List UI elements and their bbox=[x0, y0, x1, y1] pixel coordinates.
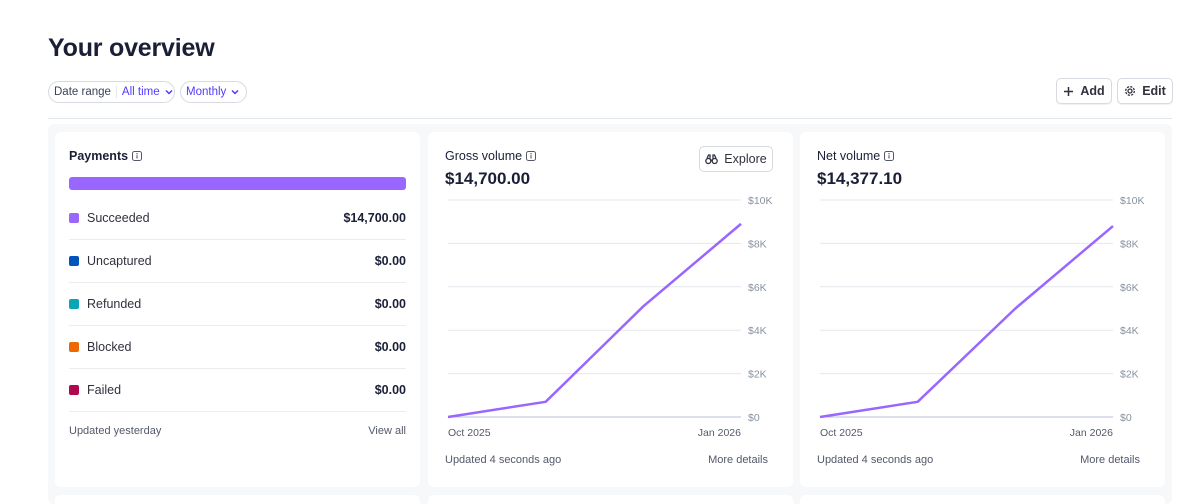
payment-row-left: Failed bbox=[69, 383, 121, 397]
y-tick-label: $6K bbox=[748, 282, 767, 294]
info-icon[interactable] bbox=[884, 151, 895, 161]
payment-row-uncaptured[interactable]: Uncaptured $0.00 bbox=[69, 240, 406, 283]
payments-card: Payments Succeeded $14,700.00 Uncaptured $0… bbox=[55, 132, 420, 487]
widget-card bbox=[800, 495, 1165, 504]
gross-volume-title: Gross volume bbox=[445, 149, 537, 163]
date-range-value: All time bbox=[121, 86, 160, 98]
y-tick-label: $10K bbox=[748, 195, 773, 207]
y-tick-label: $8K bbox=[1120, 238, 1139, 250]
y-tick-label: $0 bbox=[748, 412, 760, 424]
payment-status-amount: $0.00 bbox=[374, 254, 406, 268]
series-line[interactable] bbox=[447, 222, 742, 419]
interval-filter[interactable]: Monthly bbox=[180, 81, 247, 103]
payments-footer: Updated yesterday View all bbox=[69, 425, 406, 437]
x-tick-label: Oct 2025 bbox=[448, 427, 491, 439]
payment-status-amount: $0.00 bbox=[374, 297, 406, 311]
interval-value: Monthly bbox=[186, 86, 227, 98]
info-icon[interactable] bbox=[526, 151, 537, 161]
widget-card bbox=[55, 495, 420, 504]
payment-row-succeeded[interactable]: Succeeded $14,700.00 bbox=[69, 197, 406, 240]
payment-status-amount: $14,700.00 bbox=[343, 211, 406, 225]
x-tick-label: Jan 2026 bbox=[698, 427, 741, 439]
plus-icon bbox=[1063, 86, 1074, 97]
status-color-swatch bbox=[69, 299, 79, 309]
payment-status-label: Refunded bbox=[87, 297, 142, 311]
status-color-swatch bbox=[69, 385, 79, 395]
widget-card bbox=[428, 495, 793, 504]
payment-status-label: Blocked bbox=[87, 340, 132, 354]
series-line[interactable] bbox=[819, 225, 1114, 419]
gross-volume-updated-text: Updated 4 seconds ago bbox=[445, 454, 562, 466]
net-volume-footer: Updated 4 seconds ago More details bbox=[817, 454, 1140, 466]
gross-volume-footer: Updated 4 seconds ago More details bbox=[445, 454, 768, 466]
payment-row-blocked[interactable]: Blocked $0.00 bbox=[69, 326, 406, 369]
y-tick-label: $2K bbox=[1120, 369, 1139, 381]
payment-status-amount: $0.00 bbox=[374, 340, 406, 354]
net-volume-card: Net volume $14,377.10 $10K $8K $6K $4K $2K $0… bbox=[800, 132, 1165, 487]
y-tick-label: $8K bbox=[748, 238, 767, 250]
y-tick-label: $4K bbox=[748, 325, 767, 337]
status-color-swatch bbox=[69, 256, 79, 266]
net-volume-chart: $10K $8K $6K $4K $2K $0 Oct 2025 Jan 2026 bbox=[819, 195, 1145, 439]
binoculars-icon bbox=[705, 153, 719, 165]
add-button[interactable]: Add bbox=[1056, 78, 1112, 104]
y-tick-label: $6K bbox=[1120, 282, 1139, 294]
y-tick-label: $10K bbox=[1120, 195, 1145, 207]
net-volume-title: Net volume bbox=[817, 149, 895, 163]
gross-volume-value: $14,700.00 bbox=[445, 169, 531, 188]
chevron-down-icon bbox=[165, 88, 173, 97]
gear-icon bbox=[1124, 85, 1136, 97]
date-range-filter[interactable]: Date range All time bbox=[48, 81, 175, 103]
y-tick-label: $0 bbox=[1120, 412, 1132, 424]
view-all-link[interactable]: View all bbox=[368, 425, 406, 437]
x-tick-label: Jan 2026 bbox=[1070, 427, 1113, 439]
more-details-link[interactable]: More details bbox=[1080, 454, 1140, 466]
status-color-swatch bbox=[69, 213, 79, 223]
date-range-label: Date range bbox=[54, 86, 117, 98]
payment-row-left: Uncaptured bbox=[69, 254, 152, 268]
gross-volume-card: Gross volume $14,700.00 Explore $10K $8K $… bbox=[428, 132, 793, 487]
header-divider bbox=[48, 118, 1172, 119]
payment-status-label: Succeeded bbox=[87, 211, 150, 225]
y-tick-label: $4K bbox=[1120, 325, 1139, 337]
add-button-label: Add bbox=[1080, 84, 1105, 98]
edit-button-label: Edit bbox=[1142, 84, 1166, 98]
y-tick-label: $2K bbox=[748, 369, 767, 381]
net-volume-updated-text: Updated 4 seconds ago bbox=[817, 454, 934, 466]
edit-button[interactable]: Edit bbox=[1117, 78, 1173, 104]
payments-updated-text: Updated yesterday bbox=[69, 425, 162, 437]
payment-row-refunded[interactable]: Refunded $0.00 bbox=[69, 283, 406, 326]
info-icon[interactable] bbox=[132, 151, 143, 161]
payment-row-failed[interactable]: Failed $0.00 bbox=[69, 369, 406, 412]
payment-row-left: Refunded bbox=[69, 297, 141, 311]
explore-button-label: Explore bbox=[724, 152, 767, 166]
gross-volume-title-text: Gross volume bbox=[445, 149, 523, 163]
status-color-swatch bbox=[69, 342, 79, 352]
gross-volume-chart: $10K $8K $6K $4K $2K $0 Oct 2025 Jan 2026 bbox=[447, 195, 773, 439]
more-details-link[interactable]: More details bbox=[708, 454, 768, 466]
payments-title: Payments bbox=[69, 149, 143, 163]
payments-title-text: Payments bbox=[69, 149, 129, 163]
net-volume-value: $14,377.10 bbox=[817, 169, 903, 188]
net-volume-title-text: Net volume bbox=[817, 149, 881, 163]
explore-button[interactable]: Explore bbox=[699, 146, 773, 172]
payments-status-bar bbox=[69, 177, 406, 190]
x-tick-label: Oct 2025 bbox=[820, 427, 863, 439]
payment-row-left: Blocked bbox=[69, 340, 131, 354]
chevron-down-icon bbox=[231, 88, 239, 97]
payment-row-left: Succeeded bbox=[69, 211, 150, 225]
payment-status-label: Uncaptured bbox=[87, 254, 152, 268]
page-title: Your overview bbox=[48, 34, 215, 62]
payment-status-amount: $0.00 bbox=[374, 383, 406, 397]
payment-status-label: Failed bbox=[87, 383, 122, 397]
